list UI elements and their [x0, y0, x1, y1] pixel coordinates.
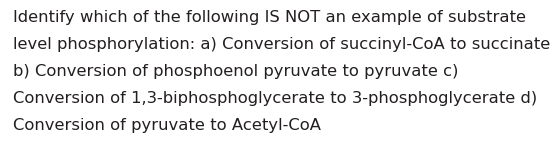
- Text: level phosphorylation: a) Conversion of succinyl-CoA to succinate: level phosphorylation: a) Conversion of …: [13, 37, 550, 52]
- Text: Identify which of the following IS NOT an example of substrate: Identify which of the following IS NOT a…: [13, 10, 526, 25]
- Text: b) Conversion of phosphoenol pyruvate to pyruvate c): b) Conversion of phosphoenol pyruvate to…: [13, 64, 459, 79]
- Text: Conversion of 1,3-biphosphoglycerate to 3-phosphoglycerate d): Conversion of 1,3-biphosphoglycerate to …: [13, 91, 537, 106]
- Text: Conversion of pyruvate to Acetyl-CoA: Conversion of pyruvate to Acetyl-CoA: [13, 118, 321, 133]
